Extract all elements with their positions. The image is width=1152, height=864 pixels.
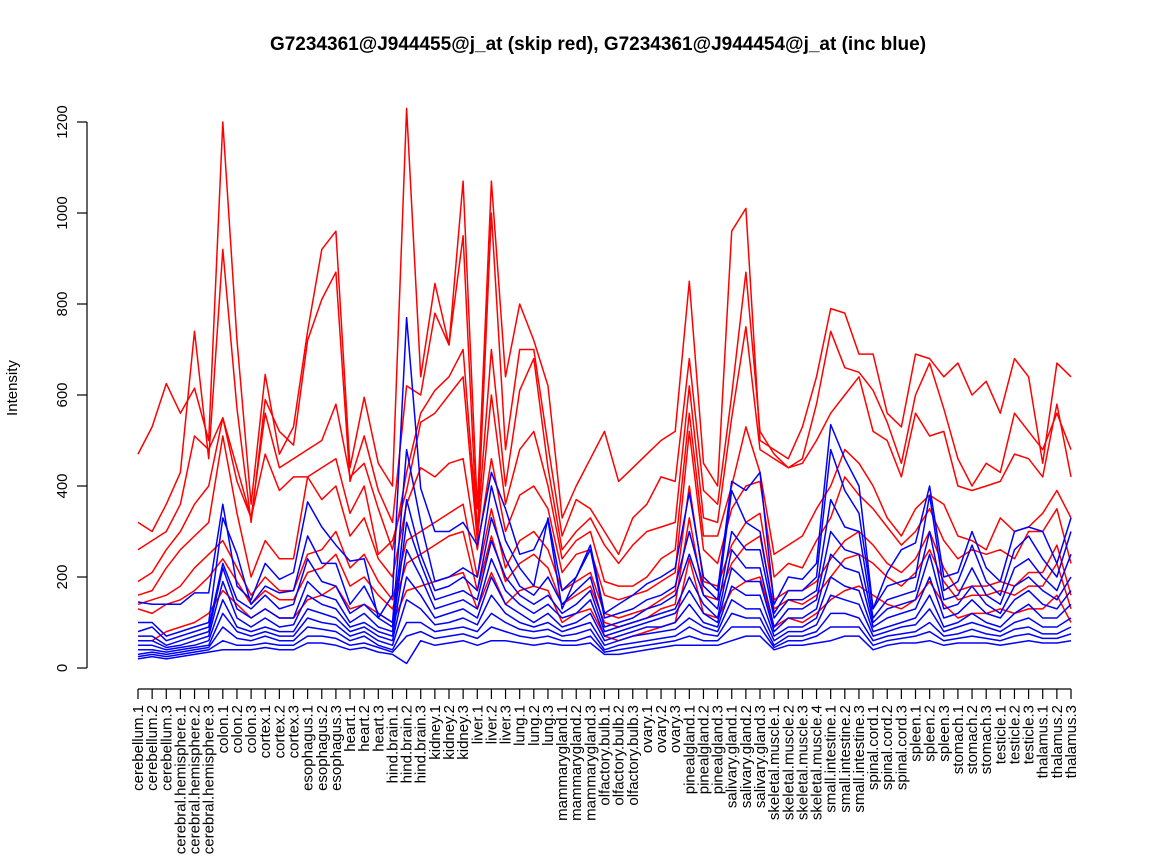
x-tick-label: spinal.cord.1 — [865, 705, 882, 790]
x-tick-label: stomach.1 — [950, 705, 967, 774]
x-tick-label: spleen.2 — [922, 705, 939, 762]
x-tick-label: lung.2 — [526, 705, 543, 746]
series-line-1 — [137, 107, 1072, 519]
x-tick-label: testicle.2 — [1006, 705, 1023, 764]
x-tick-label: cerebral.hemisphere.3 — [201, 705, 218, 854]
x-tick-label: colon.1 — [215, 705, 232, 753]
x-tick-label: stomach.2 — [964, 705, 981, 774]
x-tick-label: cortex.1 — [257, 705, 274, 758]
series-lines — [137, 107, 1072, 665]
x-tick-label: cerebral.hemisphere.1 — [172, 705, 189, 854]
series-line-12 — [138, 521, 1072, 647]
x-tick-label: skeletal.muscle.1 — [766, 705, 783, 820]
y-tick-label: 800 — [54, 291, 71, 316]
x-tick-label: pinealgland.2 — [695, 705, 712, 794]
x-tick-label: spinal.cord.2 — [879, 705, 896, 790]
series-line-14 — [138, 576, 1072, 651]
x-tick-label: thalamus.2 — [1049, 705, 1066, 778]
x-tick-label: ovary.3 — [667, 705, 684, 753]
x-tick-label: testicle.1 — [992, 705, 1009, 764]
x-tick-label: small.intestine.2 — [837, 705, 854, 813]
x-tick-label: mammarygland.2 — [568, 705, 585, 821]
x-tick-label: cerebral.hemisphere.2 — [187, 705, 204, 854]
x-tick-label: spleen.3 — [936, 705, 953, 762]
series-line-3 — [137, 326, 1072, 565]
x-tick-label: pinealgland.3 — [710, 705, 727, 794]
x-tick-label: spinal.cord.3 — [893, 705, 910, 790]
x-tick-label: esophagus.3 — [328, 705, 345, 791]
x-tick-label: lung.1 — [512, 705, 529, 746]
x-tick-label: liver.1 — [469, 705, 486, 744]
series-line-10 — [138, 448, 1072, 637]
x-tick-label: ovary.1 — [639, 705, 656, 753]
series-line-17 — [137, 626, 1072, 658]
x-tick-label: colon.3 — [243, 705, 260, 753]
x-tick-label: esophagus.1 — [300, 705, 317, 791]
x-tick-label: liver.3 — [498, 705, 515, 744]
x-tick-label: hind.brain.3 — [413, 705, 430, 783]
series-line-4 — [137, 376, 1072, 587]
x-tick-label: skeletal.muscle.4 — [809, 705, 826, 820]
series-line-16 — [137, 612, 1072, 656]
x-tick-label: olfactory.bulb.1 — [597, 705, 614, 806]
chart-title: G7234361@J944455@j_at (skip red), G72343… — [270, 34, 926, 55]
x-tick-label: kidney.2 — [441, 705, 458, 760]
x-tick-label: cortex.2 — [271, 705, 288, 758]
x-tick-label: kidney.1 — [427, 705, 444, 760]
x-tick-label: olfactory.bulb.3 — [625, 705, 642, 806]
x-tick-label: skeletal.muscle.3 — [794, 705, 811, 820]
x-axis: cerebellum.1cerebellum.2cerebellum.3cere… — [130, 688, 1080, 854]
x-tick-label: olfactory.bulb.2 — [611, 705, 628, 806]
x-tick-label: esophagus.2 — [314, 705, 331, 791]
y-tick-label: 200 — [54, 564, 71, 589]
x-tick-label: heart.1 — [342, 705, 359, 752]
y-tick-label: 0 — [54, 664, 71, 672]
series-line-15 — [138, 594, 1072, 653]
series-line-11 — [137, 498, 1072, 642]
x-tick-label: small.intestine.1 — [823, 705, 840, 813]
x-tick-label: cortex.3 — [286, 705, 303, 758]
x-tick-label: cerebellum.1 — [130, 705, 147, 791]
x-tick-label: cerebellum.3 — [158, 705, 175, 791]
x-tick-label: hind.brain.1 — [384, 705, 401, 783]
series-line-9 — [137, 316, 1072, 619]
x-tick-label: thalamus.1 — [1035, 705, 1052, 778]
x-tick-label: thalamus.3 — [1063, 705, 1080, 778]
series-line-5 — [137, 430, 1072, 601]
x-tick-label: ovary.2 — [653, 705, 670, 753]
x-tick-label: salivary.gland.1 — [724, 705, 741, 808]
y-axis: 0 200 400 600 800 1000 1200 — [54, 105, 88, 672]
y-tick-label: 1000 — [54, 196, 71, 229]
x-tick-label: spleen.1 — [908, 705, 925, 762]
x-tick-label: pinealgland.1 — [681, 705, 698, 794]
x-tick-label: skeletal.muscle.2 — [780, 705, 797, 820]
x-tick-label: cerebellum.2 — [144, 705, 161, 791]
x-tick-label: heart.2 — [356, 705, 373, 752]
x-tick-label: lung.3 — [540, 705, 557, 746]
series-line-18 — [137, 635, 1072, 665]
y-axis-label: Intensity — [4, 360, 21, 416]
x-tick-label: small.intestine.3 — [851, 705, 868, 813]
x-tick-label: testicle.3 — [1021, 705, 1038, 764]
x-tick-label: salivary.gland.2 — [738, 705, 755, 808]
x-tick-label: salivary.gland.3 — [752, 705, 769, 808]
y-tick-label: 1200 — [54, 105, 71, 138]
x-tick-label: liver.2 — [483, 705, 500, 744]
series-line-7 — [137, 517, 1072, 628]
x-tick-label: colon.2 — [229, 705, 246, 753]
x-tick-label: stomach.3 — [978, 705, 995, 774]
x-tick-label: mammarygland.1 — [554, 705, 571, 821]
x-tick-label: kidney.3 — [455, 705, 472, 760]
x-tick-label: mammarygland.3 — [582, 705, 599, 821]
y-tick-label: 400 — [54, 473, 71, 498]
y-tick-label: 600 — [54, 382, 71, 407]
series-line-2 — [137, 212, 1072, 556]
x-tick-label: hind.brain.2 — [399, 705, 416, 783]
series-line-13 — [138, 548, 1072, 649]
x-tick-label: heart.3 — [370, 705, 387, 752]
